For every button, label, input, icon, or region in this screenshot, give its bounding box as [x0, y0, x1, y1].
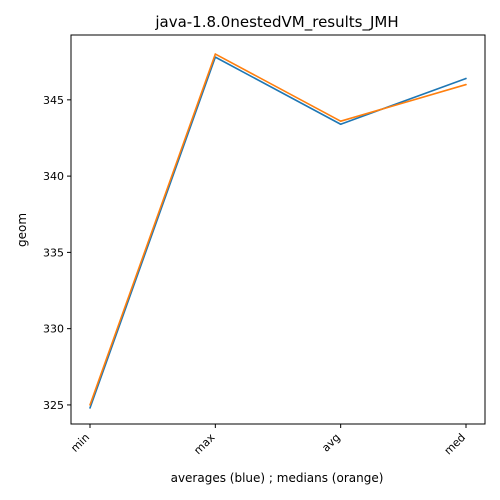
x-axis-label: averages (blue) ; medians (orange): [171, 471, 384, 485]
y-tick-label: 325: [43, 399, 64, 412]
y-tick-label: 345: [43, 94, 64, 107]
chart-title: java-1.8.0nestedVM_results_JMH: [154, 13, 398, 32]
series-layer: [89, 53, 467, 409]
data-point: [214, 53, 217, 55]
plot-frame: [70, 34, 486, 425]
series-line-1: [89, 56, 467, 409]
y-axis: 325 330 335 340 345: [43, 94, 71, 412]
y-tick-label: 340: [43, 170, 64, 183]
data-point: [339, 120, 342, 122]
data-point: [465, 83, 467, 86]
y-axis-label: geom: [15, 213, 29, 247]
data-point: [89, 404, 91, 406]
series-line-2: [89, 53, 467, 406]
data-point: [465, 77, 467, 80]
y-tick-label: 335: [43, 246, 64, 259]
y-tick-label: 330: [43, 323, 64, 336]
data-point: [89, 407, 91, 409]
data-point: [339, 123, 342, 126]
